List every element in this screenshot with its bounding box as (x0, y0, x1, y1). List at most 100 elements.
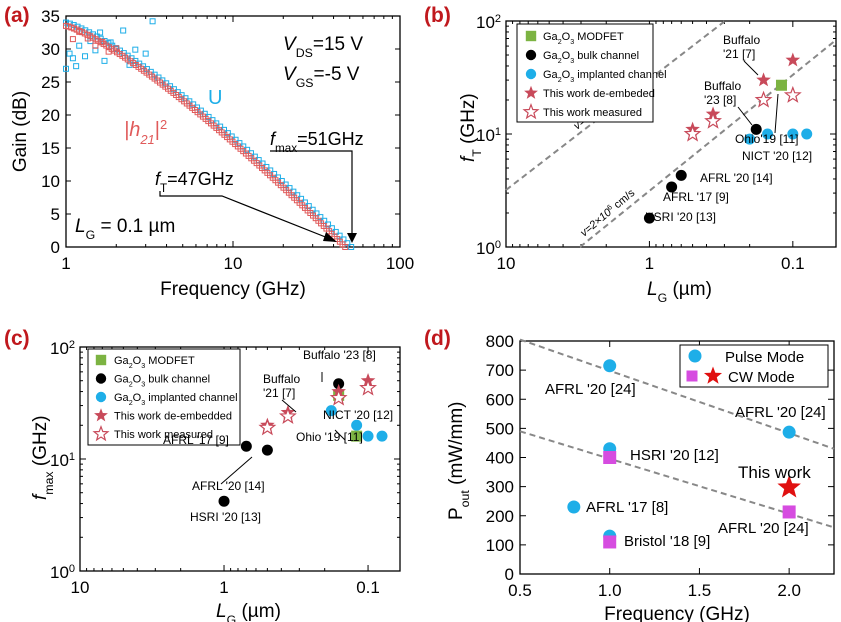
point-label: NICT '20 [12] (323, 408, 393, 422)
point-label: Ohio '19 [11] (296, 430, 363, 444)
data-point (95, 354, 107, 366)
y-tick-label: 25 (41, 73, 60, 92)
point-label: Buffalo (704, 79, 741, 93)
legend-item: CW Mode (728, 369, 795, 386)
legend (516, 23, 654, 123)
legend-item: Pulse Mode (725, 349, 804, 366)
legend-item: Ga2O3 bulk channel (114, 374, 210, 389)
data-point (775, 79, 787, 91)
data-point (785, 52, 801, 67)
y-tick-label: 35 (41, 7, 60, 26)
legend (679, 344, 829, 388)
point-label: This work (738, 463, 811, 482)
x-axis-label: LG (µm) (216, 601, 281, 622)
point-label: AFRL '20 [24] (718, 520, 809, 537)
point-label: AFRL '17 [8] (586, 499, 668, 516)
data-point (92, 425, 110, 442)
x-tick-label: 1 (645, 254, 654, 273)
data-point (332, 228, 339, 235)
point-label: HSRI '20 [13] (645, 210, 716, 224)
point-label: Buffalo '23 [8] (303, 348, 376, 362)
data-point (97, 29, 104, 36)
data-point (782, 505, 796, 519)
x-tick-label: 100 (386, 254, 414, 273)
data-point (704, 111, 723, 129)
x-tick-label: 1 (61, 254, 70, 273)
data-point (240, 440, 252, 452)
data-point (84, 35, 91, 42)
data-point (348, 244, 355, 250)
data-point (603, 359, 617, 373)
panel-label: (b) (424, 4, 451, 27)
data-point (329, 388, 348, 406)
x-tick-label: 0.5 (508, 581, 532, 600)
legend-item: This work measured (543, 107, 642, 119)
data-point (63, 65, 69, 72)
data-point (244, 146, 251, 153)
y-axis-label: fT (GHz) (458, 93, 484, 162)
leader-line (774, 93, 779, 134)
data-point (567, 500, 581, 514)
data-point (190, 101, 197, 108)
data-point (258, 418, 277, 436)
x-tick-label: 1.0 (598, 581, 622, 600)
point-label: HSRI '20 [12] (630, 447, 719, 464)
data-point (787, 128, 799, 140)
legend-item: This work de-embeded (543, 88, 655, 100)
x-axis-label: Frequency (GHz) (160, 279, 306, 300)
trend-line (519, 430, 835, 529)
y-tick-label: 101 (50, 451, 75, 470)
data-point (801, 128, 813, 140)
data-point (376, 430, 388, 442)
data-point (675, 169, 687, 181)
legend-item: This work measured (114, 429, 213, 441)
data-point (298, 195, 305, 202)
data-point (362, 430, 374, 442)
annotation-arrow (270, 150, 353, 240)
data-point (66, 50, 73, 57)
data-point (95, 373, 107, 384)
data-point (325, 405, 337, 417)
y-tick-label: 400 (486, 449, 514, 468)
data-point (603, 451, 617, 464)
annotation: LG = 0.1 µm (75, 216, 175, 242)
y-tick-label: 0 (505, 565, 514, 584)
data-point (351, 419, 363, 431)
y-tick-label: 600 (486, 390, 514, 409)
data-point (113, 45, 120, 52)
panel-label: (d) (424, 327, 451, 350)
trend-line (505, 20, 726, 191)
annotation: |h21|2 (124, 117, 167, 147)
data-point (76, 42, 83, 49)
legend-item: Ga2O3 implanted channel (114, 392, 238, 407)
x-tick-label: 0.1 (781, 254, 805, 273)
data-point (524, 85, 538, 99)
data-point (525, 30, 537, 42)
data-point (105, 48, 112, 55)
data-point (95, 391, 107, 403)
legend-item: Ga2O3 MODFET (114, 355, 195, 370)
data-point (750, 123, 762, 135)
data-point (782, 425, 796, 439)
annotation: VDS=15 V (283, 34, 363, 60)
y-tick-label: 101 (476, 126, 501, 145)
data-point (232, 136, 239, 143)
data-point (101, 57, 108, 64)
trend-label: v=2×106 cm/s (578, 186, 638, 239)
leader-line (281, 399, 297, 413)
y-tick-label: 30 (41, 40, 60, 59)
data-point (261, 444, 273, 456)
point-label: Ohio'19 [11] (735, 132, 798, 146)
panel-label: (c) (4, 327, 30, 350)
data-point (762, 128, 774, 140)
trend-line (579, 39, 837, 248)
point-label: AFRL '17 [9] (663, 190, 729, 204)
data-point (217, 123, 224, 130)
data-point (744, 133, 756, 145)
data-point (224, 130, 231, 137)
data-point (271, 170, 278, 177)
leader-line (737, 106, 753, 126)
panel-label: (a) (4, 4, 30, 27)
data-point (522, 103, 540, 120)
